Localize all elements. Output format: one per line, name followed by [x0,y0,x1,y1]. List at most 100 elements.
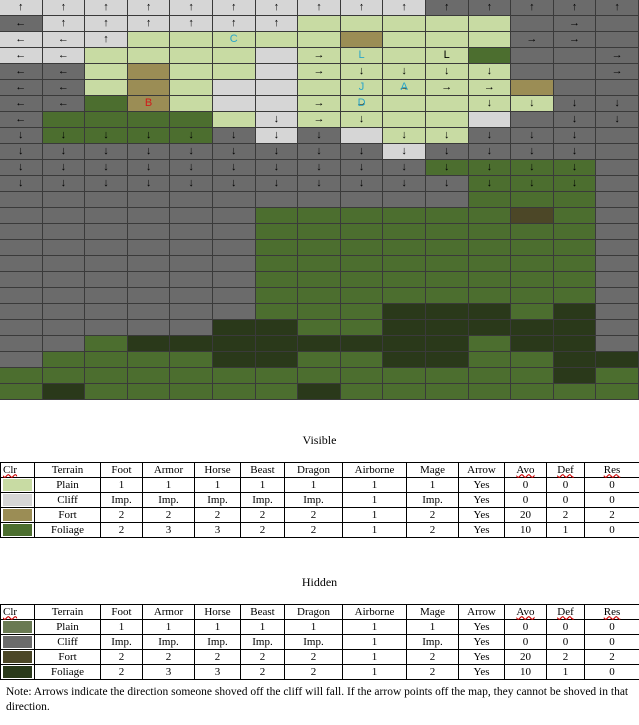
map-cell [127,224,171,240]
table-cell: 2 [194,649,241,665]
fall-arrow-icon: ↑ [103,33,109,45]
column-header: Airborne [342,462,407,478]
map-cell: B [127,96,171,112]
map-cell [170,288,213,304]
fall-arrow-icon: ↑ [529,1,535,13]
map-cell [85,384,128,400]
fall-arrow-icon: ↓ [443,65,450,77]
terrain-map-grid: ↑ ↑ ↑ ↑ ↑ ↑ ↑ ↑ ↑ ↑ ↑ ↑ ↑ ↑ ↑ ← ↑ ↑ ↑ ↑ ↑ ↑ → ← ← ↑ C → → ← ← → L L → ← ← → ↓ ↓… [0,0,639,400]
map-cell [298,272,341,288]
map-cell [212,384,256,400]
fall-arrow-icon: ↑ [145,17,152,29]
table-cell: Yes [458,664,505,680]
map-cell [468,256,512,272]
map-cell [85,320,128,336]
map-cell [298,192,341,208]
map-cell: ↓ [425,64,469,80]
column-header: Avo [504,604,547,620]
map-cell [127,112,171,128]
fall-arrow-icon: ↓ [231,129,237,141]
fall-arrow-icon: ↓ [401,177,407,189]
map-cell [553,272,597,288]
map-cell [298,80,341,96]
map-cell: ↓ [42,160,86,176]
map-cell: ↓ [468,96,512,112]
table-cell: 3 [194,664,241,680]
fall-arrow-icon: ↓ [486,129,493,141]
map-cell: ↓ [255,144,299,160]
map-cell: ↓ [468,160,512,176]
fall-arrow-icon: ↓ [188,129,194,141]
table-cell: 0 [546,619,585,635]
fall-arrow-icon: ↓ [188,177,194,189]
map-cell [340,32,384,48]
table-cell: 1 [546,522,585,538]
table-cell: 2 [406,522,459,538]
map-cell: ↓ [383,176,426,192]
fall-arrow-icon: ↓ [273,129,280,141]
map-cell: ↓ [553,112,597,128]
fall-arrow-icon: ↓ [571,129,578,141]
map-cell [596,240,639,256]
fall-arrow-icon: → [313,49,325,61]
table-cell: 1 [342,507,407,523]
table-cell: Imp. [194,634,241,650]
fall-arrow-icon: ↑ [145,1,152,13]
map-cell: ↓ [340,160,384,176]
table-cell: Yes [458,634,505,650]
map-cell [85,352,128,368]
map-cell [212,192,256,208]
map-cell [0,272,43,288]
map-cell [42,352,86,368]
fall-arrow-icon: ↑ [103,17,109,29]
map-cell [0,304,43,320]
map-cell [468,288,512,304]
map-cell [340,16,384,32]
map-cell [85,48,128,64]
map-cell [511,272,554,288]
fall-arrow-icon: ← [15,97,27,109]
map-cell [127,384,171,400]
map-cell [255,80,299,96]
map-cell [511,240,554,256]
map-cell: ↓ [42,128,86,144]
map-cell [255,192,299,208]
column-header: Clr [0,604,35,620]
fall-arrow-icon: ↑ [103,1,109,13]
map-cell [383,192,426,208]
map-cell [340,352,384,368]
map-cell [298,224,341,240]
fall-arrow-icon: ↓ [231,177,237,189]
map-cell: ↑ [383,0,426,16]
fall-arrow-icon: ↓ [486,145,493,157]
map-cell: ↓ [255,176,299,192]
fall-arrow-icon: ↓ [103,177,109,189]
map-cell: ↑ [468,0,512,16]
table-cell: Yes [458,649,505,665]
fall-arrow-icon: ↓ [401,161,407,173]
table-cell: 1 [240,619,285,635]
map-cell: ← [42,80,86,96]
table-cell: 2 [100,522,143,538]
map-cell: ↓ [468,144,512,160]
table-cell: 0 [584,522,639,538]
map-cell [425,320,469,336]
map-cell [340,256,384,272]
fall-arrow-icon: → [611,49,623,61]
table-cell: Yes [458,507,505,523]
map-cell [0,208,43,224]
table-cell: 1 [342,492,407,508]
table-cell: 20 [504,649,547,665]
fall-arrow-icon: ↓ [443,161,450,173]
map-cell: ↓ [298,128,341,144]
column-header: Arrow [458,604,505,620]
map-cell [298,304,341,320]
map-cell: J [340,80,384,96]
table-cell: Imp. [406,634,459,650]
map-cell [170,320,213,336]
column-header: Terrain [34,462,101,478]
fall-arrow-icon: ← [15,81,27,93]
table-cell: Imp. [194,492,241,508]
map-cell [596,384,639,400]
table-cell: 1 [406,619,459,635]
